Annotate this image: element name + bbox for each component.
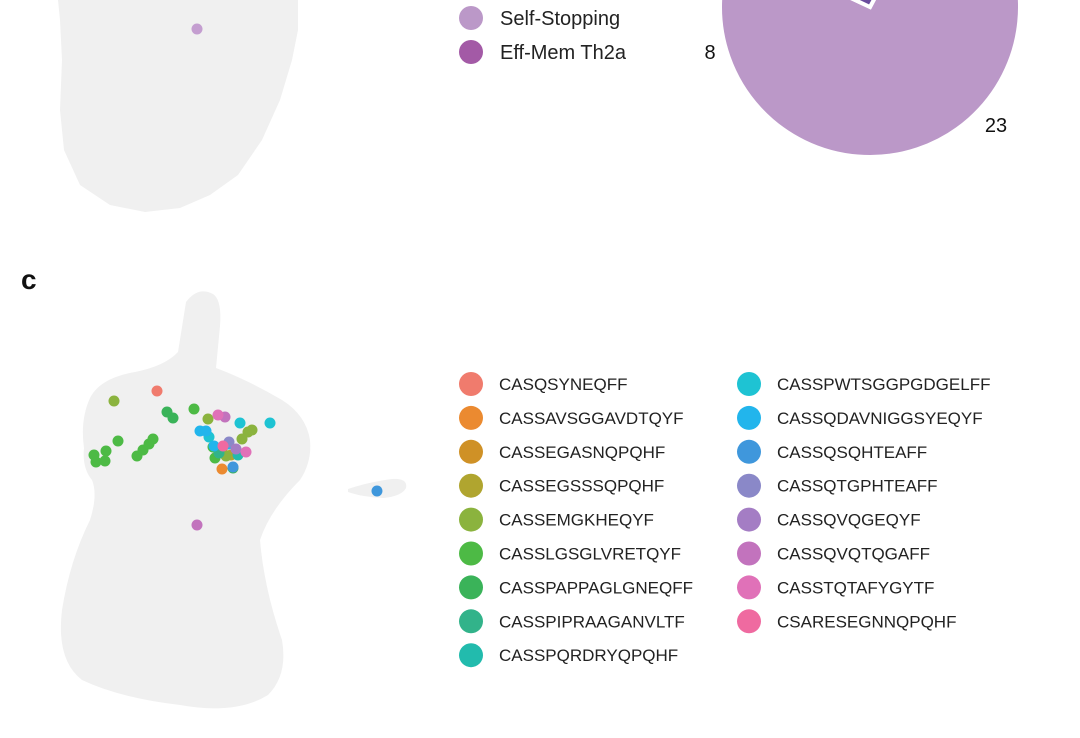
pie-slice xyxy=(850,0,876,10)
legend-label: CSARESEGNNQPQHF xyxy=(777,612,956,631)
scatter-point xyxy=(227,461,239,473)
pie-slice xyxy=(718,0,1022,159)
top-umap-point xyxy=(191,23,203,35)
scatter-point xyxy=(200,425,212,437)
scatter-point xyxy=(191,519,203,531)
scatter-point xyxy=(90,456,102,468)
legend-label: CASSTQTAFYGYTF xyxy=(777,578,934,597)
legend-label: CASSPQRDRYQPQHF xyxy=(499,646,678,665)
legend-label: CASQSYNEQFF xyxy=(499,375,627,394)
scatter-point xyxy=(264,417,276,429)
legend-label: CASSQDAVNIGGSYEQYF xyxy=(777,409,983,428)
legend-swatch xyxy=(459,643,483,668)
scatter-point xyxy=(202,413,214,425)
panel-c-umap-silhouette xyxy=(60,291,311,709)
panel-c-legend: CASQSYNEQFF CASSAVSGGAVDTQYF CASSEGASNQPQH… xyxy=(459,372,990,668)
scatter-point xyxy=(240,446,252,458)
scatter-point xyxy=(216,463,228,475)
legend-label: Self-Stopping xyxy=(500,8,620,30)
legend-swatch xyxy=(737,609,761,634)
legend-swatch xyxy=(737,473,761,498)
panel-c-points xyxy=(88,385,383,531)
top-legend: Self-Stopping Eff-Mem Th2a xyxy=(459,6,627,64)
legend-swatch xyxy=(459,609,483,634)
legend-swatch xyxy=(459,439,483,464)
pie-slice-label: 23 xyxy=(985,115,1007,137)
scatter-point xyxy=(188,403,200,415)
scatter-point xyxy=(112,435,124,447)
scatter-point xyxy=(108,395,120,407)
legend-label: CASSQTGPHTEAFF xyxy=(777,477,938,496)
legend-swatch xyxy=(459,405,483,430)
top-umap-silhouette xyxy=(58,0,298,212)
legend-label: CASSPAPPAGLGNEQFF xyxy=(499,578,693,597)
panel-c-letter: c xyxy=(21,264,37,295)
legend-label: CASSPIPRAAGANVLTF xyxy=(499,612,685,631)
legend-label: CASSQVQTQGAFF xyxy=(777,545,930,564)
legend-swatch xyxy=(737,439,761,464)
panel-c-umap xyxy=(60,291,407,709)
legend-swatch xyxy=(459,473,483,498)
pie-chart: 23 8 xyxy=(704,0,1022,159)
legend-swatch xyxy=(737,507,761,532)
legend-label: CASSAVSGGAVDTQYF xyxy=(499,409,684,428)
legend-swatch xyxy=(459,40,483,64)
scatter-point xyxy=(230,443,242,455)
scatter-point xyxy=(212,409,224,421)
legend-swatch xyxy=(737,405,761,430)
legend-swatch xyxy=(459,507,483,532)
scatter-point xyxy=(151,385,163,397)
legend-swatch xyxy=(459,6,483,30)
legend-label: CASSEGSSSQPQHF xyxy=(499,477,664,496)
scatter-point xyxy=(99,455,111,467)
legend-label: Eff-Mem Th2a xyxy=(500,42,627,64)
legend-swatch xyxy=(459,372,483,396)
scatter-point xyxy=(246,424,258,436)
scatter-point xyxy=(371,485,383,497)
legend-swatch xyxy=(737,575,761,600)
legend-swatch xyxy=(459,575,483,600)
top-umap-panel xyxy=(58,0,298,212)
scatter-point xyxy=(100,445,112,457)
scatter-point xyxy=(147,433,159,445)
scatter-point xyxy=(217,440,229,452)
scatter-point xyxy=(167,412,179,424)
legend-swatch xyxy=(459,541,483,566)
legend-label: CASSQSQHTEAFF xyxy=(777,443,927,462)
legend-label: CASSEMGKHEQYF xyxy=(499,511,654,530)
scatter-point xyxy=(234,417,246,429)
legend-swatch xyxy=(737,372,761,396)
scatter-point xyxy=(208,440,220,452)
legend-label: CASSPWTSGGPGDGELFF xyxy=(777,375,990,394)
pie-slice-label: 8 xyxy=(704,42,715,64)
scatter-point xyxy=(236,433,248,445)
legend-swatch xyxy=(737,541,761,566)
legend-label: CASSQVQGEQYF xyxy=(777,511,921,530)
legend-label: CASSLGSGLVRETQYF xyxy=(499,545,681,564)
legend-label: CASSEGASNQPQHF xyxy=(499,443,665,462)
